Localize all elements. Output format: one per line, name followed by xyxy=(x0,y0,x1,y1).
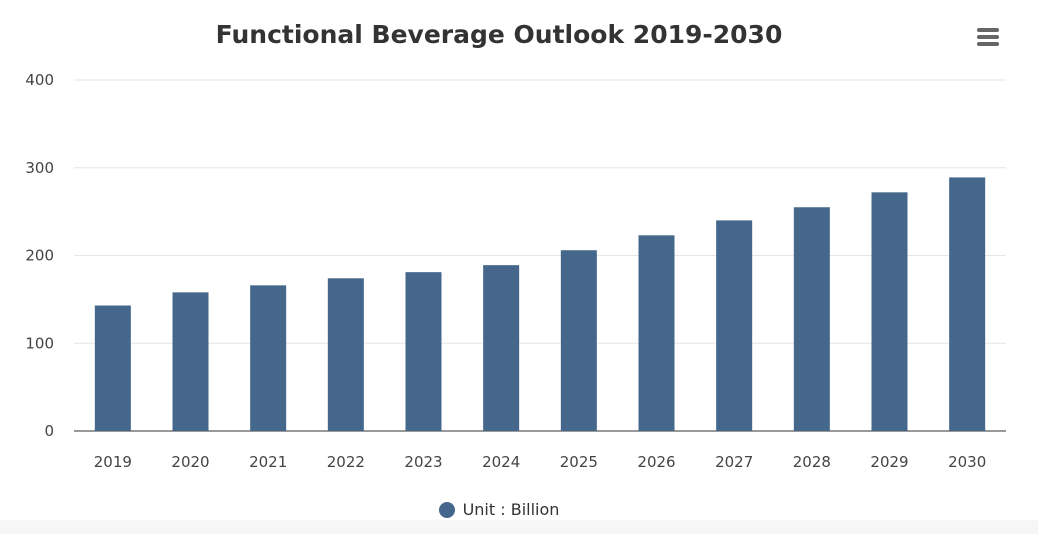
y-tick-label: 100 xyxy=(25,334,54,352)
x-tick-label: 2027 xyxy=(715,453,753,471)
x-tick-label: 2030 xyxy=(948,453,986,471)
bar[interactable] xyxy=(483,265,520,431)
x-tick-label: 2025 xyxy=(560,453,598,471)
bar[interactable] xyxy=(405,272,442,431)
legend[interactable]: Unit : Billion xyxy=(0,500,998,519)
bar[interactable] xyxy=(560,250,597,431)
y-tick-label: 400 xyxy=(25,71,54,89)
bar[interactable] xyxy=(871,192,908,431)
y-tick-label: 200 xyxy=(25,247,54,265)
x-tick-label: 2023 xyxy=(404,453,442,471)
legend-swatch xyxy=(438,501,455,518)
x-tick-label: 2019 xyxy=(94,453,132,471)
bar[interactable] xyxy=(94,305,131,431)
bar[interactable] xyxy=(250,285,287,431)
bar[interactable] xyxy=(716,220,753,431)
y-tick-label: 0 xyxy=(44,422,54,440)
bar[interactable] xyxy=(638,235,675,431)
footer-strip xyxy=(0,520,1038,534)
legend-label: Unit : Billion xyxy=(462,500,560,519)
x-tick-label: 2020 xyxy=(171,453,209,471)
x-tick-label: 2024 xyxy=(482,453,520,471)
x-tick-label: 2021 xyxy=(249,453,287,471)
bar[interactable] xyxy=(172,292,209,431)
y-tick-label: 300 xyxy=(25,159,54,177)
bar[interactable] xyxy=(327,278,364,431)
x-tick-label: 2026 xyxy=(637,453,675,471)
bar[interactable] xyxy=(793,207,830,431)
x-tick-label: 2029 xyxy=(870,453,908,471)
x-tick-label: 2022 xyxy=(327,453,365,471)
x-tick-label: 2028 xyxy=(793,453,831,471)
bar[interactable] xyxy=(949,177,986,431)
hamburger-menu-icon[interactable] xyxy=(970,22,1006,52)
chart-title: Functional Beverage Outlook 2019-2030 xyxy=(215,20,783,49)
